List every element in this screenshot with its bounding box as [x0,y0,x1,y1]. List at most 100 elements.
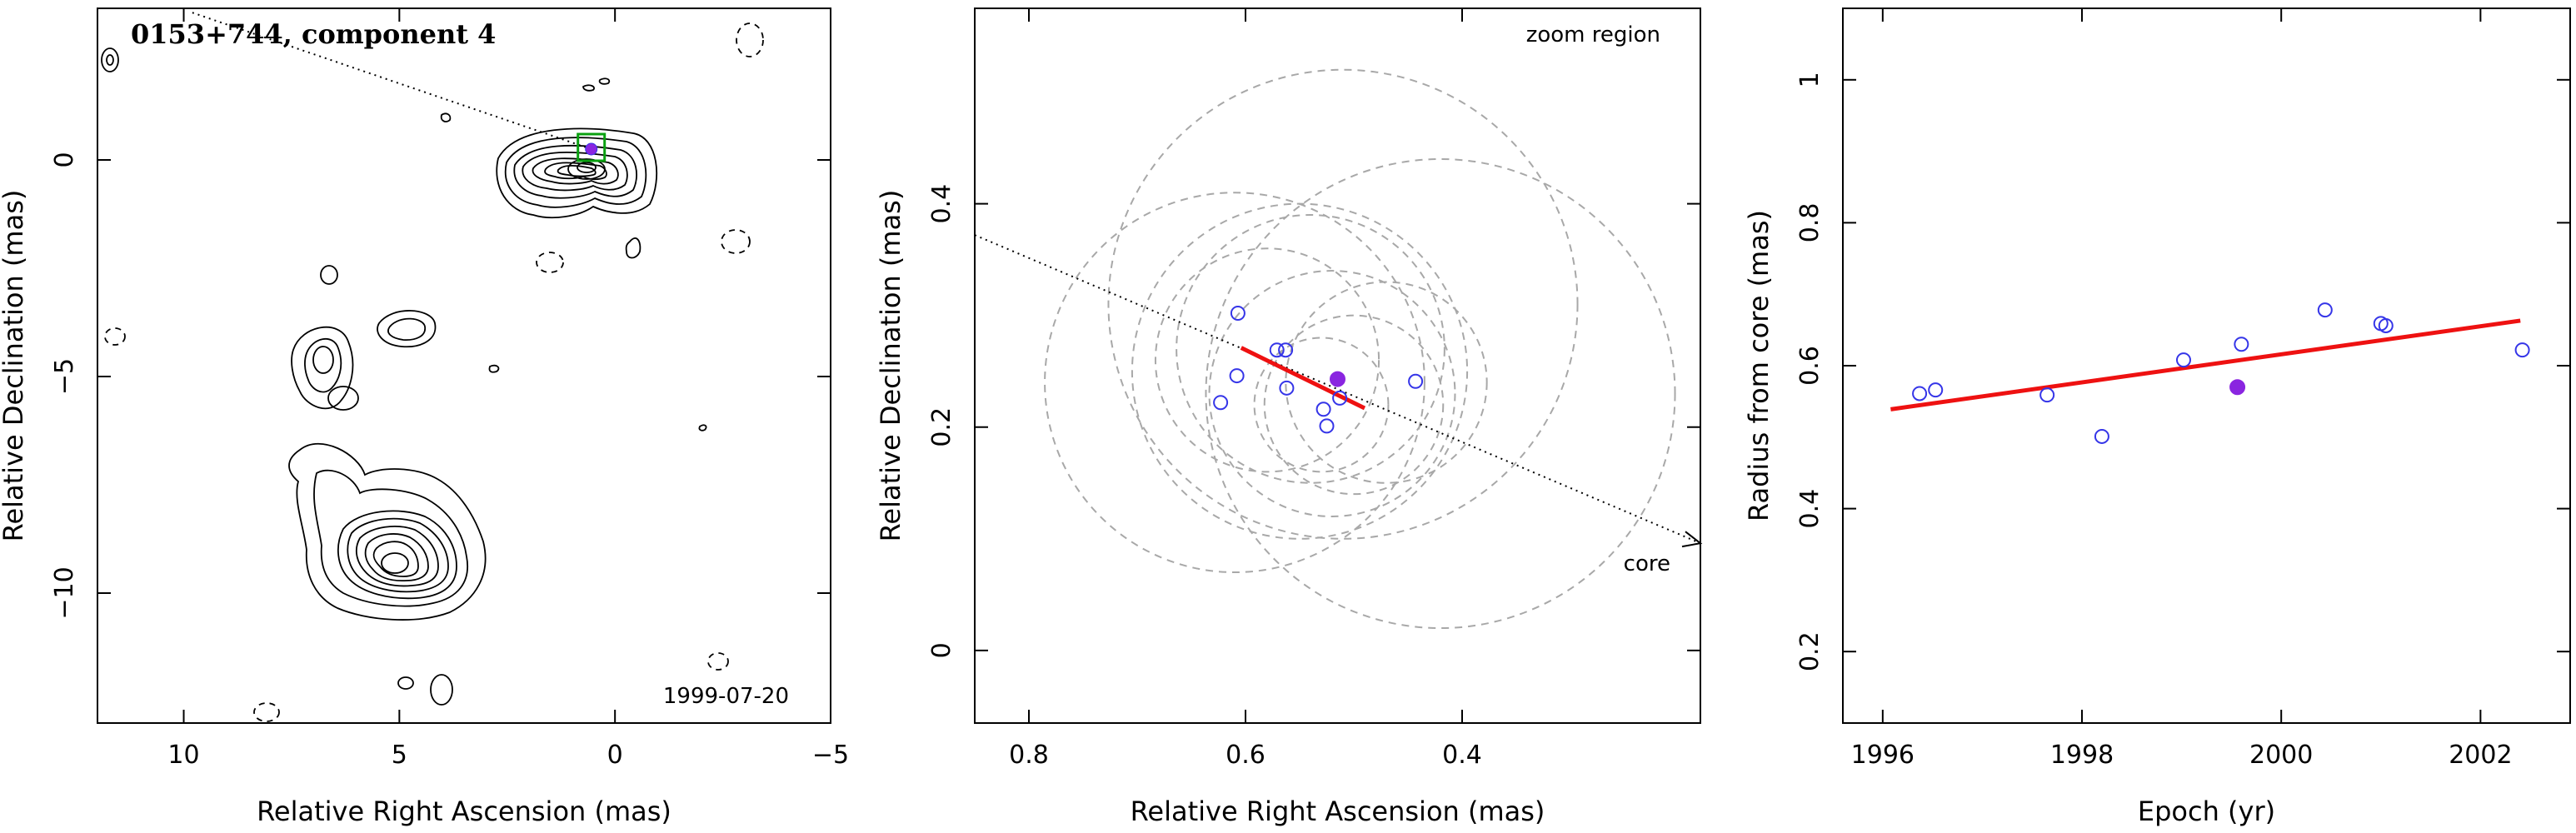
x-tick-label: −5 [812,741,849,770]
x-axis-label: Epoch (yr) [2138,796,2275,827]
uncertainty-circle [1263,314,1445,496]
contour-line [387,317,426,341]
zoom-region-label: zoom region [1526,22,1660,47]
negative-contour [707,652,729,671]
contour-line [598,77,611,85]
y-tick-label: 0.4 [1795,489,1825,529]
y-tick-label: 0.2 [927,407,956,447]
data-point [1269,342,1285,358]
data-point [1213,395,1229,411]
x-tick-label: 0.6 [1226,741,1266,770]
contour-line [288,442,487,621]
contour-line [430,674,453,706]
contour-line [106,54,114,66]
data-point [1229,368,1245,384]
y-axis-label: Relative Declination (mas) [875,190,906,542]
uncertainty-circle [1107,68,1579,540]
x-axis-label: Relative Right Ascension (mas) [1131,796,1545,827]
core-label: core [1624,551,1670,576]
data-point [2317,302,2333,318]
panel-title: 0153+744, component 4 [131,18,496,50]
data-point [1928,382,1944,398]
contour-line [397,676,414,690]
x-tick-label: 0.4 [1442,741,1482,770]
contour-line [381,552,409,574]
y-tick-label: 0.2 [1795,631,1825,671]
highlighted-point [1330,371,1345,387]
plot-frame [974,7,1701,724]
y-tick-label: 0 [50,152,79,167]
contour-line [522,151,628,192]
contour-line [577,162,597,173]
negative-contour [104,327,126,346]
contour-line [372,541,419,577]
y-axis-label: Relative Declination (mas) [0,190,29,542]
contour-line [320,265,338,285]
radius-epoch-panel: 1996 1998 2000 2002 0.2 0.4 0.6 0.8 1 Epoch (yr) R… [1743,7,2571,827]
data-point [2175,352,2191,368]
component-box [577,132,607,162]
data-point [1912,386,1928,402]
contour-line [488,364,500,373]
y-tick-label: 0 [927,642,956,658]
uncertainty-circle [1205,157,1676,630]
contour-line [355,526,439,587]
negative-contour [721,229,751,254]
y-tick-label: 0.6 [1795,346,1825,386]
data-point [1230,305,1246,321]
x-axis-label: Relative Right Ascension (mas) [257,796,671,827]
x-tick-label: 0.8 [1009,741,1049,770]
contour-line [101,47,119,72]
data-point [2378,317,2394,333]
contour-line [347,517,449,593]
epoch-label: 1999-07-20 [663,684,789,709]
contour-line [698,424,707,431]
contour-line [304,337,342,393]
x-tick-label: 5 [392,741,407,770]
contour-line [496,127,658,219]
uncertainty-circle [1176,214,1445,484]
y-tick-label: −5 [50,358,79,395]
data-point [2039,387,2055,403]
fit-line [1890,318,2521,412]
contour-layer [101,47,707,706]
uncertainty-circle [1208,270,1456,517]
x-tick-label: 1996 [1851,741,1915,770]
data-point [2234,337,2249,352]
y-tick-label: −10 [50,566,79,619]
y-tick-label: 0.8 [1795,203,1825,243]
contour-line [440,112,452,122]
data-point [1315,402,1331,417]
x-tick-label: 10 [167,741,199,770]
data-point [2094,428,2109,444]
y-axis-label: Radius from core (mas) [1743,210,1775,521]
negative-contour [736,22,764,57]
contour-line [337,510,457,600]
component-marker [585,142,598,156]
plot-frame [97,7,831,724]
x-tick-label: 1998 [2050,741,2114,770]
contour-line [544,162,607,181]
data-point [1278,342,1294,358]
x-tick-label: 0 [607,741,623,770]
contour-line [312,346,334,374]
contour-line [504,137,647,208]
y-tick-label: 0.4 [927,184,956,224]
x-tick-label: 2002 [2449,741,2512,770]
x-tick-label: 2000 [2249,741,2313,770]
data-point [1408,373,1424,389]
contour-line [557,164,597,177]
uncertainty-circle [1044,192,1425,574]
core-direction-line [192,12,592,150]
contour-line [625,237,642,259]
data-point [1319,418,1335,434]
data-point [1332,390,1348,406]
highlighted-point [2229,379,2246,396]
data-point [2514,342,2530,358]
contour-line [377,310,437,348]
contour-line [327,386,359,411]
contour-line [313,469,468,607]
data-point [1279,380,1295,396]
contour-line [582,84,595,92]
